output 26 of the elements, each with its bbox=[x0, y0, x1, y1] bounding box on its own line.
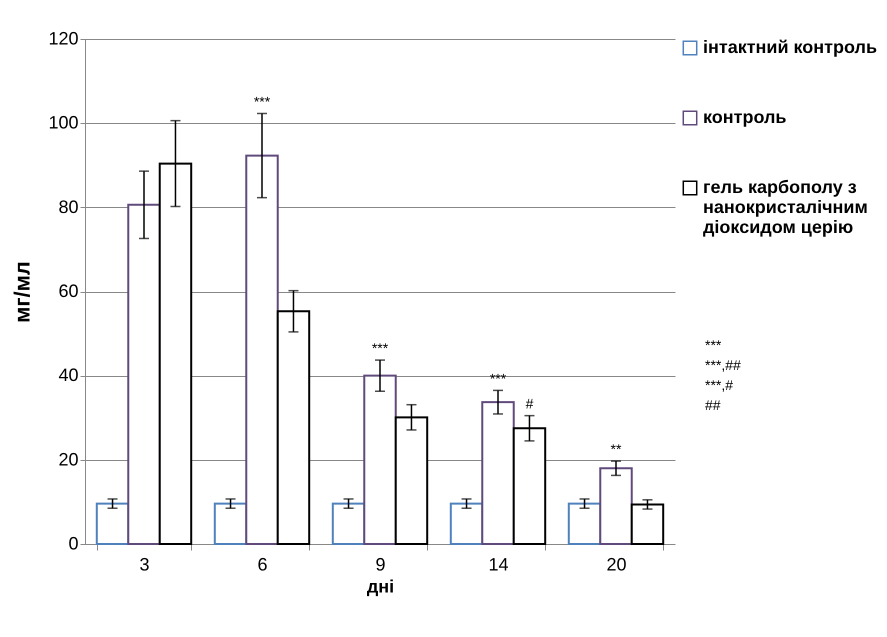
y-tick-label: 20 bbox=[58, 449, 78, 470]
legend-label: гель карбополу з нанокристалічним діоксидом церію bbox=[703, 177, 868, 237]
y-tick-label: 100 bbox=[48, 112, 78, 133]
annotation: *** bbox=[490, 370, 507, 386]
text: ## bbox=[705, 397, 721, 413]
y-tick-label: 40 bbox=[58, 365, 78, 386]
legend-label: контроль bbox=[703, 107, 786, 127]
y-axis-title: мг/мл bbox=[9, 261, 34, 323]
text: *** bbox=[705, 337, 722, 353]
legend-label: інтактний контроль bbox=[703, 37, 878, 57]
y-tick-label: 60 bbox=[58, 281, 78, 301]
text: ***,## bbox=[705, 357, 742, 373]
y-tick-label: 0 bbox=[68, 534, 78, 554]
annotation: ** bbox=[610, 441, 622, 458]
x-tick-label: 6 bbox=[257, 554, 268, 574]
x-axis-title: дні bbox=[366, 576, 394, 596]
annotation: *** bbox=[254, 93, 271, 110]
text: ***,# bbox=[705, 377, 734, 393]
x-tick-label: 20 bbox=[606, 554, 627, 574]
y-tick-label: 80 bbox=[58, 196, 78, 217]
x-tick-label: 9 bbox=[375, 554, 386, 574]
annotation: # bbox=[526, 396, 534, 412]
x-tick-label: 3 bbox=[139, 554, 150, 574]
x-tick-label: 14 bbox=[488, 554, 509, 574]
annotation: *** bbox=[372, 340, 389, 356]
y-tick-label: 120 bbox=[48, 28, 78, 48]
